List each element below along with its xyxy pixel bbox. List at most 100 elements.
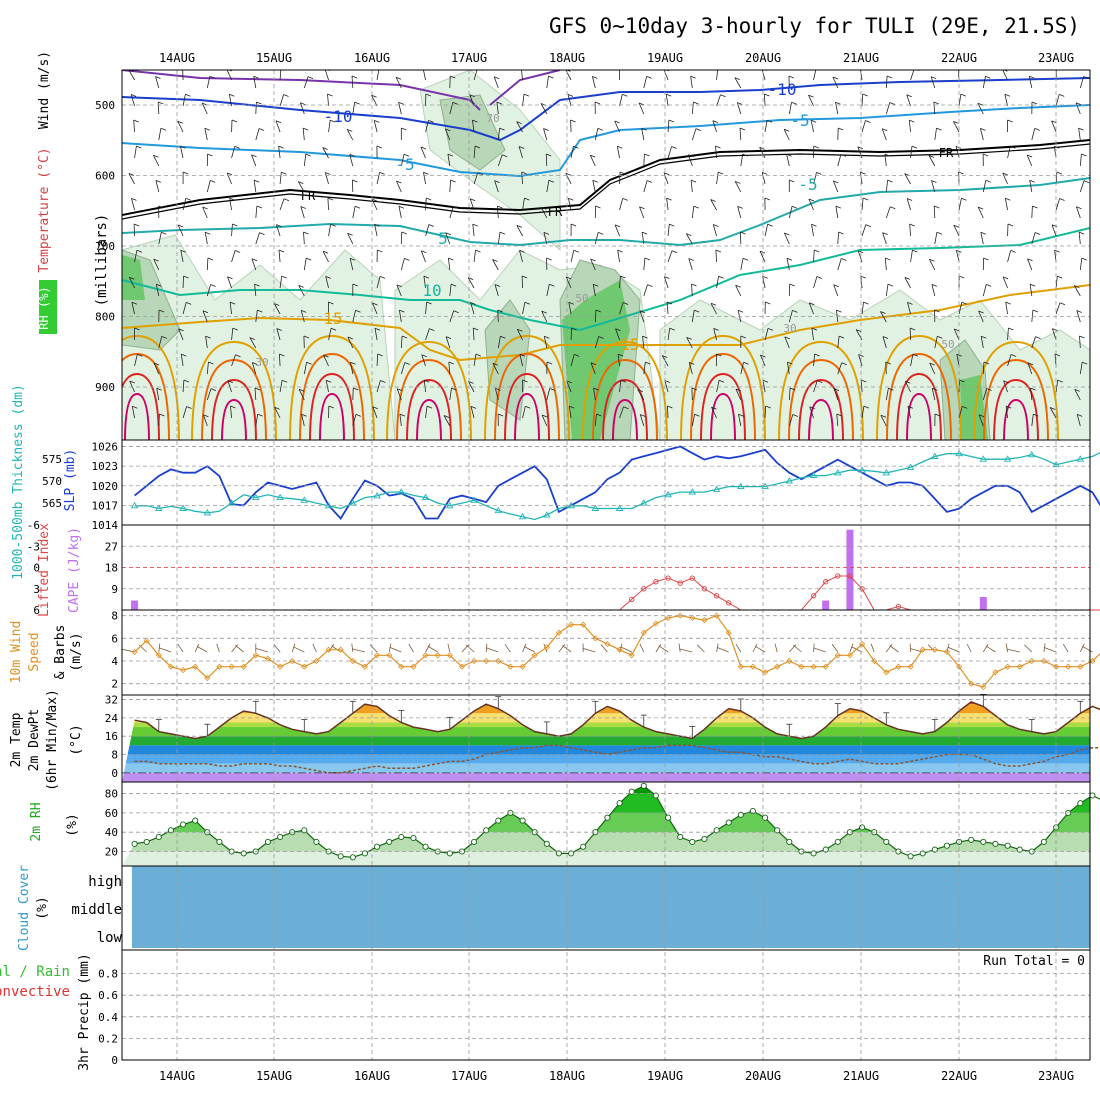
thickness-point (615, 504, 624, 511)
wind-barb-flag (1031, 101, 1038, 105)
wind-barb (737, 206, 742, 219)
warm-contour-0-3 (124, 392, 150, 440)
wind-barb-flag (207, 257, 214, 261)
date-bottom-14AUG: 14AUG (159, 1069, 195, 1083)
wind-barb (230, 405, 232, 419)
wind-barb (664, 276, 669, 289)
temp-band (122, 754, 1090, 764)
wind-barb (182, 94, 186, 107)
wind-barb (1002, 172, 1008, 185)
wind-barb-flag (1057, 379, 1063, 383)
wind-barb (931, 388, 936, 401)
contour-label-rh70: 70 (486, 112, 499, 125)
wind-barb-flag (907, 405, 914, 409)
wind-barb-flag (904, 277, 911, 280)
rh-point (665, 814, 672, 821)
wind-barb (445, 336, 451, 349)
wind-barb-flag (596, 413, 602, 417)
wind-barb (808, 94, 814, 107)
wind-barb-flag (1074, 389, 1080, 392)
wind-barb-flag (962, 406, 968, 409)
wind-barb-flag (235, 354, 241, 358)
wind-barb (664, 380, 669, 393)
wind-barb-flag (300, 102, 306, 106)
wind-barb-flag (131, 301, 138, 305)
warm-contour-2-3 (319, 392, 345, 440)
wind-barb-flag (328, 405, 334, 409)
rh-point (652, 792, 659, 799)
wind-barb (206, 361, 209, 375)
panel-frames (121, 69, 1091, 1061)
wind-barb (468, 381, 475, 393)
wind-barb (614, 120, 620, 133)
wind10-barb (255, 647, 269, 653)
wind-barb-flag (354, 101, 360, 105)
wind10-point (458, 663, 465, 670)
thickness-point (1052, 460, 1060, 468)
wind-barb-flag (177, 120, 183, 124)
wind-barb-flag (737, 309, 744, 313)
warm-contour-4-3 (514, 392, 540, 440)
wind-barb-flag (330, 327, 337, 331)
wind10-point (628, 652, 635, 659)
wind-barb-flag (690, 75, 696, 79)
wind-barb-flag (623, 406, 629, 410)
precip-tick-0.2: 0.2 (98, 1032, 118, 1045)
wind-barb (449, 179, 451, 193)
wind-barb-flag (494, 180, 500, 183)
wind-barb (201, 102, 208, 115)
wind-barb (740, 154, 744, 167)
wind-barb-flag (590, 154, 596, 158)
contour-fr (122, 139, 1090, 216)
wind-barb (180, 250, 184, 263)
wind-barb (615, 328, 620, 341)
wind-barb-flag (328, 301, 334, 305)
wind-barb-flag (349, 257, 356, 261)
wind-barb (734, 181, 742, 193)
wind-barb (619, 302, 624, 315)
li-point (847, 573, 853, 579)
wind-barb (832, 76, 839, 89)
wind-barb-flag (421, 354, 427, 358)
wind-barb (128, 70, 135, 81)
warm-contour-8-3 (906, 392, 932, 440)
li-tick-4: 6 (33, 604, 40, 617)
wind-barb-flag (686, 337, 692, 340)
wind-barb-flag (443, 415, 450, 418)
wind10-barb (1005, 643, 1008, 653)
wind-barb (764, 405, 767, 419)
wind-barb-flag (956, 353, 962, 357)
wind-barb (298, 285, 305, 297)
wind10-barb (558, 644, 566, 653)
wind-barb (396, 284, 402, 297)
wind-barb-flag (472, 119, 478, 123)
contour-label-fr3: FR (939, 146, 954, 160)
wind-barb-flag (890, 206, 896, 210)
contour-p5 (122, 177, 1090, 247)
wind-barb (206, 284, 211, 297)
wind-barb-flag (762, 172, 768, 175)
wind-barb-flag (347, 232, 353, 236)
date-bottom-20AUG: 20AUG (745, 1069, 781, 1083)
wind-barb (643, 153, 645, 167)
wind-barb-flag (1076, 310, 1082, 313)
contour-label-m5c: -5 (798, 175, 817, 194)
wind-barb-flag (397, 388, 403, 392)
wind-barb (279, 380, 283, 393)
wind-barb (1007, 354, 1012, 367)
wind10-barb (293, 646, 305, 653)
wind-barb (716, 94, 721, 107)
wind-barb-flag (858, 250, 864, 254)
wind-barb-flag (330, 223, 336, 227)
wind-barb (567, 94, 572, 107)
wind-barb-flag (307, 76, 314, 79)
wind10-point (810, 663, 817, 670)
wind-barb-flag (546, 361, 553, 365)
wind10-point (301, 663, 308, 670)
wind-barb (642, 336, 645, 349)
wind-barb-flag (351, 75, 358, 79)
wind-barb-flag (274, 303, 280, 306)
wind-barb (371, 198, 378, 211)
wind-barb-flag (426, 301, 432, 305)
wind-barb (958, 94, 962, 107)
